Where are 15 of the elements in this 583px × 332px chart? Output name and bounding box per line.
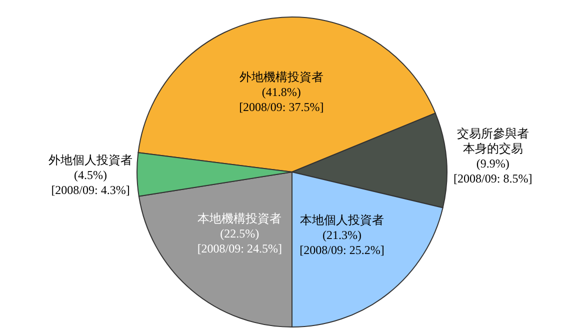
text: [2008/09: 37.5%] [239, 100, 324, 114]
slice-label: 外地機構投資者 [239, 70, 324, 84]
text: [2008/09: 4.3%] [51, 183, 130, 198]
slice-label: 外地個人投資者 [48, 153, 133, 168]
data-label: (9.9%) [476, 156, 510, 171]
text: [2008/09: 8.5%] [454, 172, 532, 186]
slice-label: 本地機構投資者 [198, 211, 282, 226]
text: [2008/09: 25.2%] [300, 243, 384, 258]
data-label: (22.5%) [220, 226, 260, 240]
data-label: (21.3%) [322, 228, 362, 242]
data-label: (41.8%) [262, 85, 301, 100]
text: [2008/09: 24.5%] [197, 241, 282, 256]
data-label: (4.5%) [74, 168, 108, 182]
slice-label: 本地個人投資者 [300, 213, 384, 228]
slice-label: 交易所參與者本身的交易 [456, 126, 529, 156]
